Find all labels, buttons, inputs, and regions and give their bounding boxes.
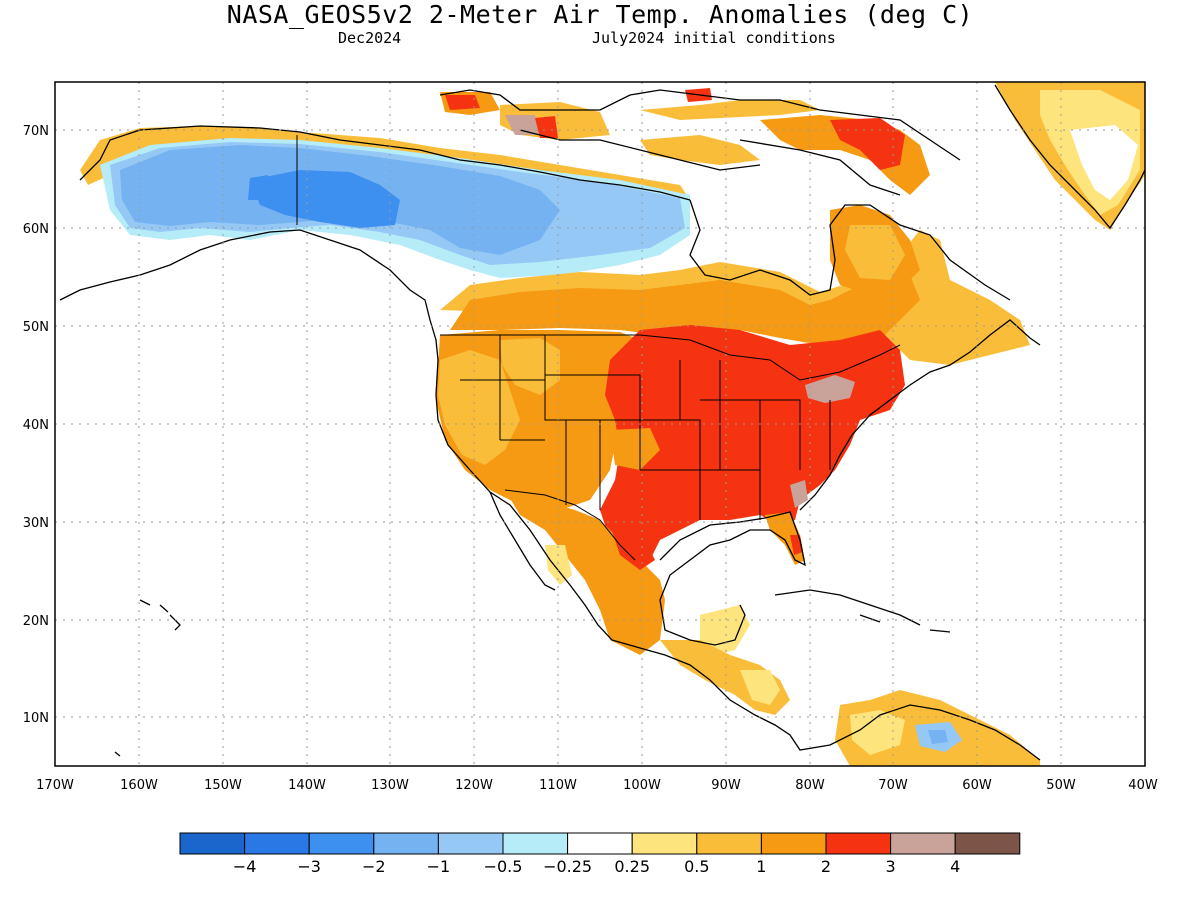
field-yucatan — [700, 605, 750, 655]
colorbar-labels: −4 −3 −2 −1 −0.5 −0.25 0.25 0.5 1 2 3 4 — [233, 857, 960, 876]
colorbar-label: 4 — [950, 857, 960, 876]
map-title: NASA_GEOS5v2 2-Meter Air Temp. Anomalies… — [226, 0, 974, 29]
field-cold-core — [248, 175, 268, 200]
lon-label: 120W — [455, 778, 493, 793]
coastline-east — [799, 319, 1041, 511]
border-us-mexico — [504, 489, 636, 561]
colorbar-swatch — [890, 832, 956, 855]
coastline-arctic-islands — [439, 89, 961, 196]
lat-label: 40N — [23, 418, 49, 433]
colorbar-swatch — [373, 832, 439, 855]
field-southeast-brown — [790, 480, 808, 508]
coastline-baja — [489, 491, 556, 591]
colorbar-swatch — [825, 832, 892, 855]
lat-lon-grid — [55, 82, 1145, 766]
colorbar-label: −4 — [233, 857, 257, 876]
border-us-canada — [440, 334, 901, 381]
coastline-hudson — [689, 199, 1011, 301]
init-conditions-label: July2024 initial conditions — [592, 29, 836, 47]
colorbar-swatch — [760, 832, 827, 855]
field-arctic-patch — [640, 100, 820, 120]
lon-label: 40W — [1128, 778, 1158, 793]
field-arctic-patch — [505, 115, 540, 135]
coastline-greenland — [994, 84, 1145, 230]
lon-label: 110W — [539, 778, 577, 793]
colorbar-label: 2 — [821, 857, 831, 876]
colorbar-swatch — [502, 832, 569, 855]
coastline-caribbean — [774, 589, 951, 633]
colorbar-label: 1 — [756, 857, 766, 876]
colorbar-swatch — [437, 832, 504, 855]
field-mexico-red — [610, 525, 655, 570]
colorbar-swatch — [954, 832, 1021, 855]
lat-label: 50N — [23, 320, 49, 335]
map-frame — [54, 81, 1146, 767]
field-great-lakes-brown — [805, 375, 855, 403]
field-mexico-light — [545, 545, 572, 585]
field-arctic-patch — [830, 118, 905, 170]
lon-label: 100W — [623, 778, 661, 793]
colorbar-swatch — [179, 832, 246, 855]
coastline-arctic — [79, 125, 691, 201]
colorbar-label: −1 — [427, 857, 451, 876]
field-mexico — [505, 490, 665, 655]
lon-labels: 170W 160W 150W 140W 130W 120W 110W 100W … — [36, 778, 1158, 793]
lat-label: 10N — [23, 711, 49, 726]
field-central-america-light — [740, 670, 780, 705]
field-south-america-blue-dark — [928, 730, 948, 744]
coastline-gulf — [659, 511, 806, 646]
colorbar-swatch — [308, 832, 375, 855]
field-quebec-light — [845, 225, 905, 280]
colorbar-boxes — [179, 832, 1021, 855]
lon-label: 80W — [795, 778, 825, 793]
coastline-north-america — [59, 229, 1041, 761]
colorbar-label: −0.5 — [484, 857, 523, 876]
coastlines — [59, 84, 1145, 761]
colorbar-label: −0.25 — [543, 857, 592, 876]
lon-label: 50W — [1046, 778, 1076, 793]
field-south-america-light — [850, 710, 905, 755]
field-cold-core — [250, 170, 400, 228]
borders — [296, 135, 901, 561]
lat-label: 30N — [23, 516, 49, 531]
lon-label: 150W — [204, 778, 242, 793]
field-us-east-orange — [610, 428, 660, 470]
lon-label: 60W — [962, 778, 992, 793]
colorbar-swatch — [244, 832, 310, 855]
colorbar-swatch — [631, 832, 698, 855]
colorbar-label: −3 — [297, 857, 321, 876]
border-states — [460, 335, 831, 520]
valid-month-label: Dec2024 — [338, 29, 402, 47]
lat-labels: 10N 20N 30N 40N 50N 60N 70N — [23, 124, 49, 726]
colorbar: −4 −3 −2 −1 −0.5 −0.25 0.25 0.5 1 2 3 4 — [179, 832, 1021, 876]
field-greenland-white — [1070, 125, 1138, 200]
field-arctic-patch — [535, 116, 558, 138]
coastline-hawaii — [114, 599, 181, 757]
lat-label: 60N — [23, 222, 49, 237]
lon-label: 70W — [878, 778, 908, 793]
colorbar-label: 0.25 — [614, 857, 650, 876]
field-canada-orange — [450, 250, 920, 345]
lon-label: 130W — [371, 778, 409, 793]
field-arctic-patch — [445, 95, 480, 110]
lon-label: 170W — [36, 778, 74, 793]
lat-label: 70N — [23, 124, 49, 139]
lon-label: 140W — [288, 778, 326, 793]
colorbar-label: −2 — [362, 857, 386, 876]
lat-label: 20N — [23, 614, 49, 629]
colorbar-label: 3 — [886, 857, 896, 876]
lon-label: 160W — [120, 778, 158, 793]
colorbar-label: 0.5 — [684, 857, 709, 876]
lon-label: 90W — [711, 778, 741, 793]
colorbar-swatch — [567, 832, 633, 855]
colorbar-swatch — [696, 832, 762, 855]
field-arctic-patch — [640, 135, 760, 165]
